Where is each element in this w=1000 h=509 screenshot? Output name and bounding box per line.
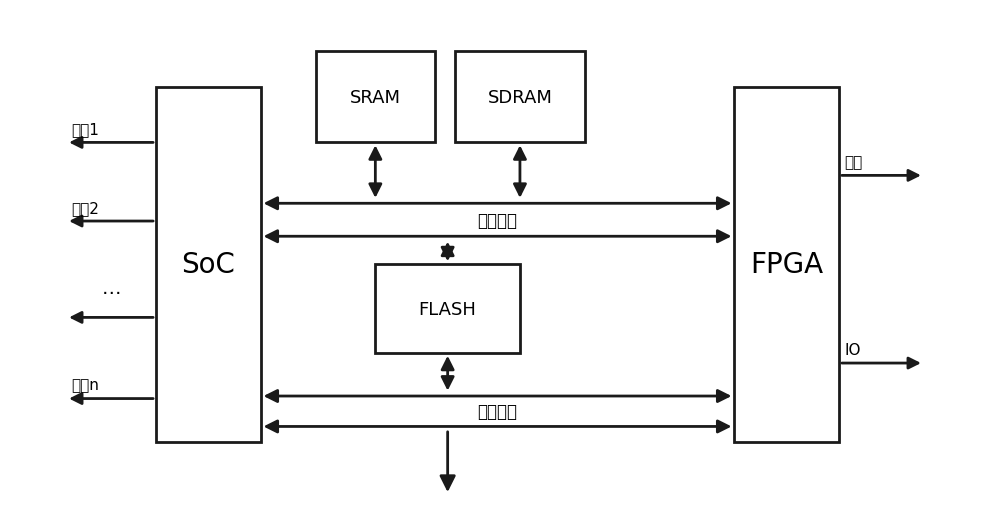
Text: SRAM: SRAM (350, 89, 401, 106)
Text: FLASH: FLASH (419, 300, 477, 318)
Text: SoC: SoC (181, 250, 235, 278)
Text: 外表2: 外表2 (71, 201, 99, 215)
Text: 内部总线: 内部总线 (478, 211, 518, 230)
Text: IO: IO (844, 342, 861, 357)
Text: 配置电路: 配置电路 (478, 403, 518, 420)
Bar (455, 52, 585, 143)
Text: 外表: 外表 (844, 155, 862, 170)
Text: 外表n: 外表n (71, 378, 99, 393)
Bar (375, 265, 520, 353)
Bar (734, 88, 839, 442)
Text: …: … (101, 278, 121, 298)
Bar (316, 52, 435, 143)
Text: FPGA: FPGA (750, 250, 823, 278)
Text: SDRAM: SDRAM (488, 89, 552, 106)
Bar (156, 88, 261, 442)
Text: 外表1: 外表1 (71, 122, 99, 137)
